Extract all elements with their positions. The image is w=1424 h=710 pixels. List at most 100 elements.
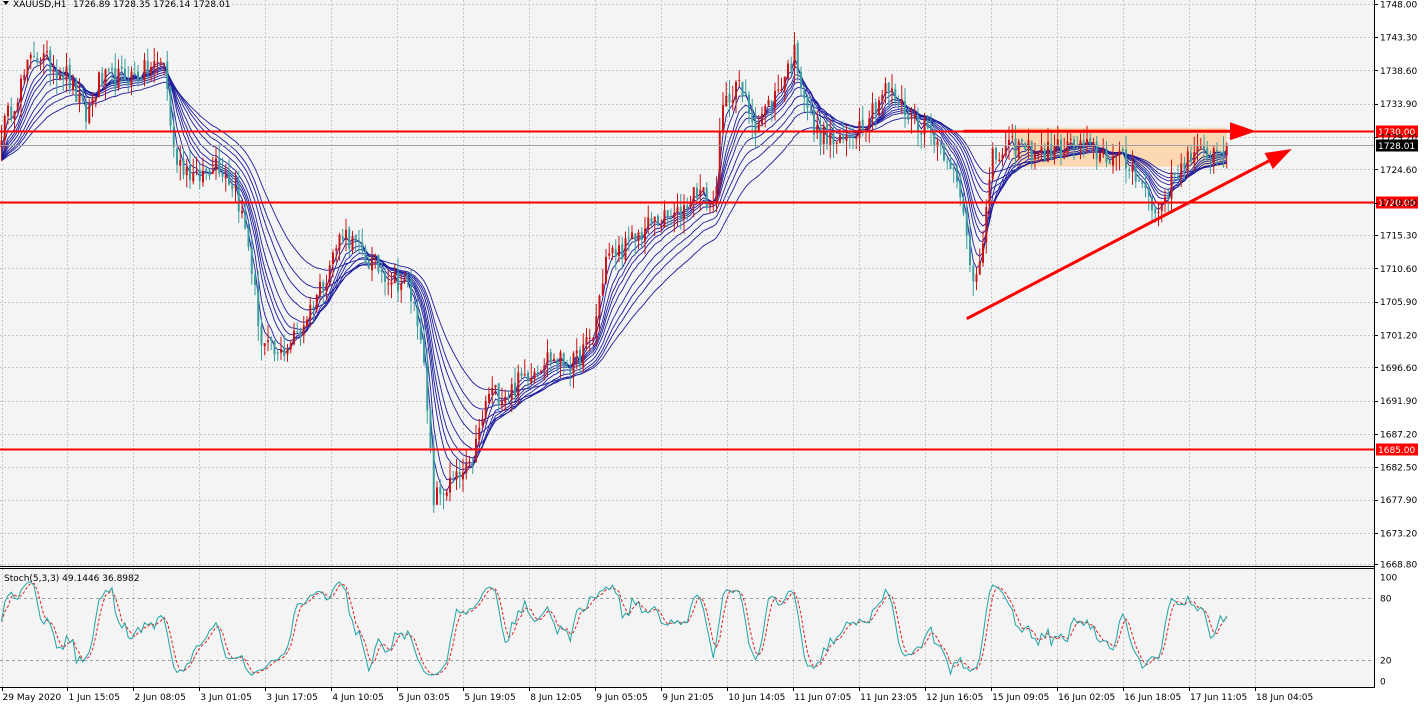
candle-body (624, 238, 627, 261)
candle-body (975, 274, 978, 282)
candle-body (241, 210, 243, 214)
candle-body (800, 71, 802, 89)
candle-body (367, 261, 370, 269)
candle-body (1089, 137, 1092, 144)
candle-body (172, 126, 175, 148)
candle-body (423, 338, 425, 363)
candle-body (140, 78, 143, 81)
candle-body (1216, 149, 1218, 151)
candle-body (7, 105, 9, 117)
candle-body (923, 118, 926, 134)
candle-body (670, 216, 672, 218)
time-tick-label: 1 Jun 15:05 (68, 693, 119, 703)
candle-body (65, 66, 68, 81)
candle-body (543, 365, 546, 370)
candle-body (1076, 146, 1079, 148)
candle-body (936, 141, 939, 147)
candle-body (237, 184, 240, 212)
candle-body (432, 447, 435, 506)
candle-body (829, 133, 832, 147)
candle-body (1151, 196, 1153, 211)
candle-body (1011, 136, 1014, 138)
candle-body (1128, 169, 1131, 171)
candle-body (254, 274, 256, 285)
time-tick-label: 15 Jun 09:05 (992, 693, 1049, 703)
candle-body (1027, 140, 1030, 149)
candle-body (728, 93, 731, 103)
candle-body (137, 71, 139, 81)
candle-body (309, 304, 312, 321)
candle-body (1164, 196, 1166, 203)
candle-body (98, 72, 100, 97)
candle-body (1004, 145, 1007, 156)
candle-body (858, 121, 861, 138)
candle-body (81, 95, 84, 101)
candle-body (273, 340, 276, 355)
time-tick-label: 11 Jun 07:05 (794, 693, 851, 703)
candle-body (735, 81, 737, 100)
candle-body (1017, 141, 1020, 158)
candle-body (1138, 180, 1140, 182)
candle-body (969, 234, 971, 266)
candle-body (208, 170, 211, 176)
candle-body (426, 362, 429, 411)
candle-body (124, 68, 126, 81)
candle-body (985, 207, 988, 243)
candle-body (595, 316, 598, 339)
candle-body (1134, 167, 1137, 182)
candle-body (1079, 140, 1082, 148)
time-tick-label: 16 Jun 02:05 (1058, 693, 1115, 703)
candle-body (442, 493, 445, 495)
candle-body (1206, 147, 1209, 159)
time-tick-label: 4 Jun 10:05 (332, 693, 383, 703)
candle-body (465, 463, 468, 474)
candle-body (400, 283, 403, 291)
candle-body (767, 99, 770, 106)
candle-body (1102, 149, 1105, 155)
candle-body (10, 106, 13, 119)
candle-body (384, 273, 386, 282)
candle-body (1112, 156, 1114, 166)
candle-body (176, 148, 178, 165)
candle-body (150, 66, 152, 74)
candle-body (247, 227, 250, 247)
candle-body (959, 180, 962, 198)
candle-body (374, 254, 377, 256)
candle-body (611, 247, 614, 254)
candle-body (1030, 141, 1033, 161)
candle-body (517, 372, 520, 396)
candle-body (445, 492, 448, 497)
candle-body (1125, 149, 1127, 169)
candle-body (189, 165, 191, 181)
candle-body (634, 233, 637, 241)
moving-average-line (1, 67, 1228, 459)
candle-body (1082, 140, 1085, 147)
candle-body (588, 337, 591, 339)
candle-body (462, 472, 464, 480)
candle-body (1047, 141, 1049, 162)
candle-body (16, 102, 19, 111)
candle-body (1225, 145, 1228, 156)
candle-body (1043, 148, 1046, 160)
candle-body (228, 173, 230, 185)
candle-body (819, 126, 822, 146)
candle-body (855, 137, 858, 139)
candle-body (705, 187, 708, 208)
price-level-tag (1376, 196, 1418, 209)
candle-body (861, 119, 864, 131)
candle-body (627, 237, 630, 239)
candle-body (182, 159, 185, 175)
candle-body (787, 63, 789, 79)
candle-body (325, 283, 328, 292)
candle-body (1040, 146, 1043, 153)
candle-body (631, 232, 633, 239)
candle-body (497, 383, 500, 405)
stoch-tick-label: 20 (1380, 657, 1392, 667)
candle-body (452, 479, 455, 481)
candle-body (1196, 146, 1199, 153)
candle-body (1180, 163, 1183, 178)
time-axis-bg (0, 687, 1424, 710)
price-level-label: 1720.00 (1378, 199, 1415, 209)
candle-body (741, 81, 744, 96)
candle-body (205, 169, 208, 172)
